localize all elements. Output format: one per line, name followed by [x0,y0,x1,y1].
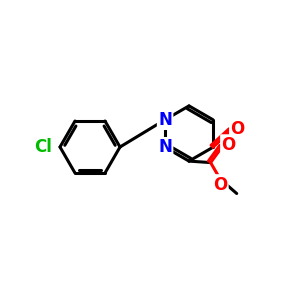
Text: O: O [213,176,227,194]
Text: N: N [158,138,172,156]
Text: Cl: Cl [34,138,52,156]
Text: O: O [221,136,236,154]
Text: N: N [158,111,172,129]
Text: O: O [230,120,244,138]
